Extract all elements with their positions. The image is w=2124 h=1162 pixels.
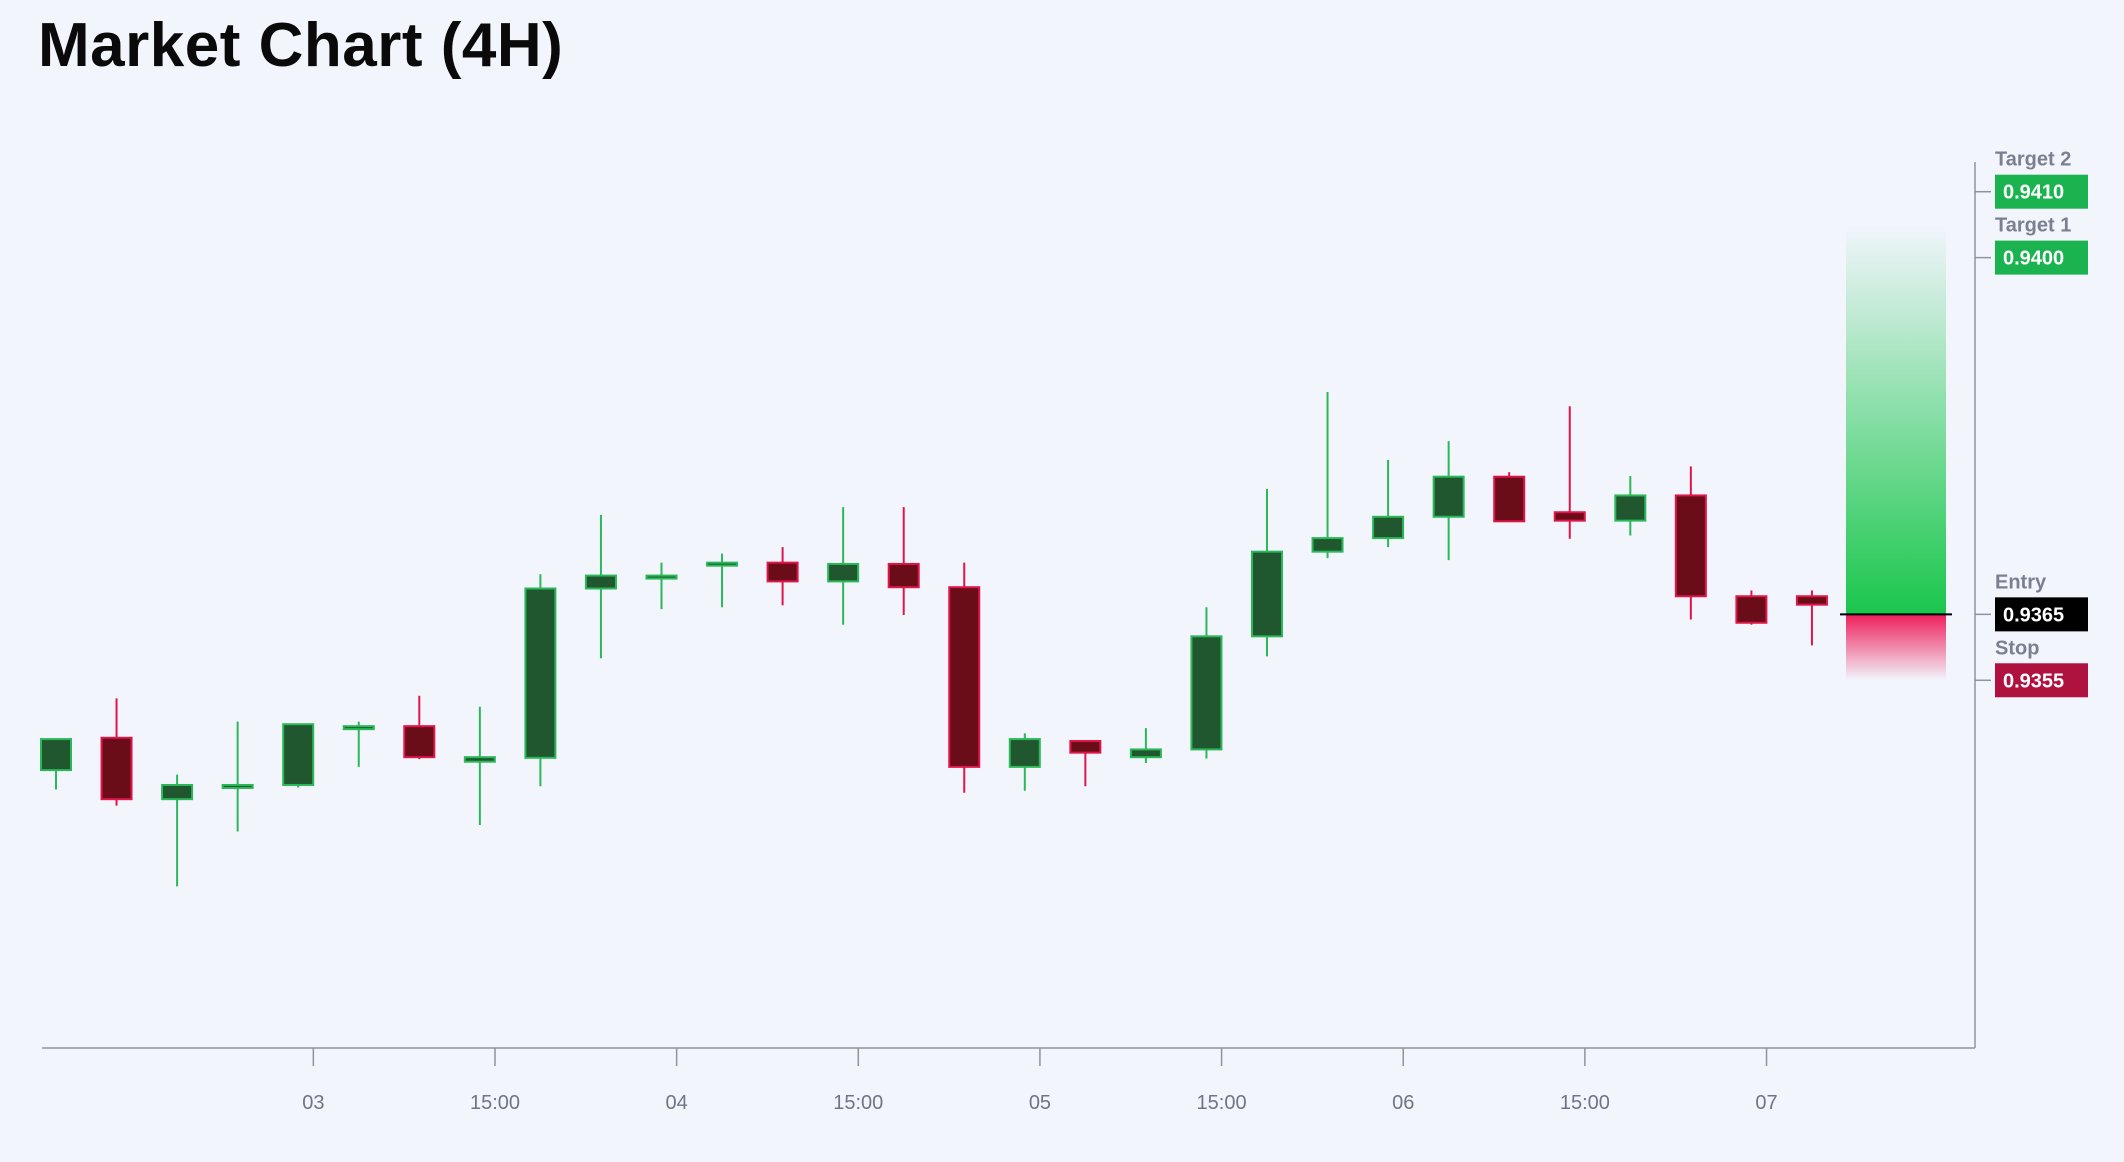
candle-body xyxy=(463,756,496,763)
x-tick-label: 15:00 xyxy=(1197,1092,1247,1114)
price-level-tag xyxy=(1995,597,2088,632)
axes: 03 15:00 04 15:00 05 15:00 06 15:00 07 xyxy=(42,162,1976,1114)
x-tick-label: 15:00 xyxy=(833,1092,883,1114)
bullish-candle xyxy=(827,507,860,625)
candle-body xyxy=(1432,475,1465,518)
bearish-candle xyxy=(766,547,799,606)
candle-body xyxy=(1795,595,1828,606)
candle-body xyxy=(1311,537,1344,553)
candle-body xyxy=(1735,595,1768,624)
bearish-candle xyxy=(1069,740,1102,787)
bullish-candle xyxy=(645,562,678,610)
bullish-candle xyxy=(1614,476,1647,536)
x-tick-label: 15:00 xyxy=(470,1092,520,1114)
bearish-candle xyxy=(1553,406,1586,539)
candle-body xyxy=(1553,511,1586,522)
candle-body xyxy=(827,562,860,583)
bullish-candle xyxy=(40,738,72,790)
candle-body xyxy=(766,561,799,583)
bullish-candle xyxy=(1251,488,1283,657)
bullish-candle xyxy=(1372,459,1405,548)
price-level: Entry 0.9365 xyxy=(1975,571,2088,632)
candle-body xyxy=(100,736,133,801)
price-level-name: Target 1 xyxy=(1995,215,2071,237)
price-level-name: Stop xyxy=(1995,637,2039,659)
candle-body xyxy=(1129,748,1162,759)
candle-body xyxy=(221,783,254,789)
candle-body xyxy=(584,574,617,590)
price-levels: Target 2 0.9410 Target 1 0.9400 Entry 0.9365 S… xyxy=(1975,149,2088,698)
price-level-name: Target 2 xyxy=(1995,149,2071,171)
price-level: Stop 0.9355 xyxy=(1975,637,2088,698)
price-level-value: 0.9365 xyxy=(2003,604,2064,626)
x-tick-label: 07 xyxy=(1755,1092,1777,1114)
price-level-tag xyxy=(1995,663,2088,698)
x-tick-label: 06 xyxy=(1392,1092,1414,1114)
bearish-candle xyxy=(100,698,133,806)
trade-zone xyxy=(1840,224,1952,681)
price-level: Target 2 0.9410 xyxy=(1975,149,2088,209)
bullish-candle xyxy=(706,553,739,608)
candle-body xyxy=(40,738,72,772)
candle-body xyxy=(1372,515,1405,540)
price-level: Target 1 0.9400 xyxy=(1975,215,2088,275)
bullish-candle xyxy=(584,514,617,659)
bullish-candle xyxy=(1190,607,1223,759)
bearish-candle xyxy=(403,695,436,760)
bullish-candle xyxy=(221,721,254,832)
bullish-candle xyxy=(1129,728,1162,763)
price-level-tag xyxy=(1995,174,2088,209)
candle-body xyxy=(161,783,194,801)
profit-zone xyxy=(1846,224,1946,615)
bullish-candle xyxy=(282,723,315,788)
bearish-candle xyxy=(1493,472,1526,523)
bearish-candle xyxy=(948,562,981,793)
candles xyxy=(40,392,1828,887)
price-level-value: 0.9410 xyxy=(2003,182,2064,204)
bearish-candle xyxy=(1795,590,1828,646)
bearish-candle xyxy=(1674,466,1707,620)
candle-body xyxy=(1008,738,1041,768)
candle-body xyxy=(887,562,920,589)
bullish-candle xyxy=(161,774,194,887)
x-tick-label: 04 xyxy=(666,1092,688,1114)
candle-body xyxy=(282,723,315,786)
bearish-candle xyxy=(887,507,920,616)
bearish-candle xyxy=(1735,590,1768,625)
loss-zone xyxy=(1846,614,1946,681)
price-level-value: 0.9355 xyxy=(2003,670,2064,692)
candle-body xyxy=(948,586,981,768)
bullish-candle xyxy=(1311,392,1344,559)
price-level-tag xyxy=(1995,240,2088,275)
price-level-value: 0.9400 xyxy=(2003,248,2064,270)
bullish-candle xyxy=(463,706,496,826)
bullish-candle xyxy=(1008,733,1041,791)
candle-body xyxy=(342,725,375,731)
candle-body xyxy=(403,725,436,759)
x-tick-label: 15:00 xyxy=(1560,1092,1610,1114)
price-level-name: Entry xyxy=(1995,571,2047,593)
chart-title: Market Chart (4H) xyxy=(38,11,564,80)
candle-body xyxy=(1251,550,1283,638)
candle-body xyxy=(524,587,557,759)
x-tick-label: 05 xyxy=(1029,1092,1051,1114)
candle-body xyxy=(1614,494,1647,522)
candle-body xyxy=(1069,740,1102,754)
candle-body xyxy=(706,561,739,567)
candle-body xyxy=(1674,494,1707,598)
bullish-candle xyxy=(342,721,375,767)
candle-body xyxy=(645,574,678,580)
candle-body xyxy=(1493,475,1526,523)
bullish-candle xyxy=(524,574,557,787)
candle-body xyxy=(1190,635,1223,751)
x-tick-label: 03 xyxy=(302,1092,324,1114)
bullish-candle xyxy=(1432,441,1465,561)
